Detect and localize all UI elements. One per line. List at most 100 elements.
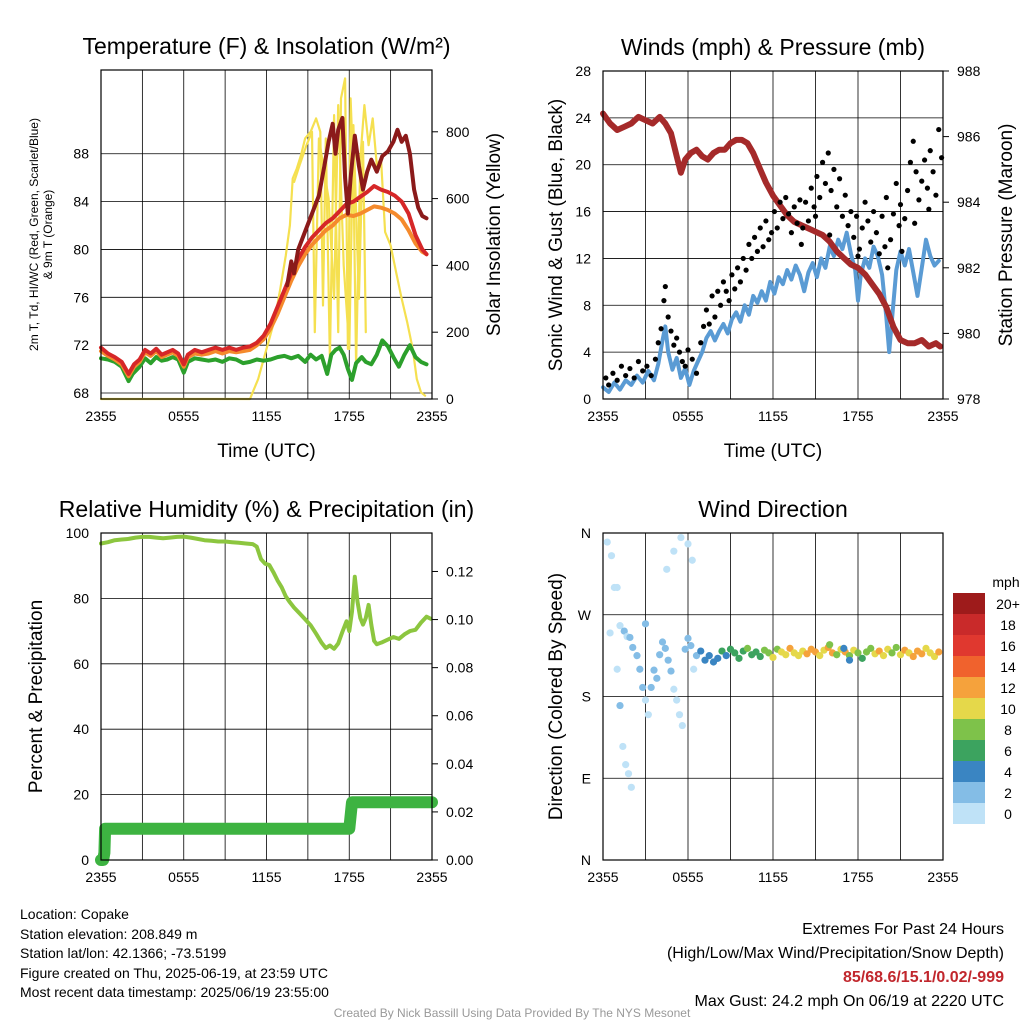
winds-gust-point	[802, 199, 809, 205]
wind-direction-point	[714, 654, 722, 662]
winds-ylabel: Sonic Wind & Gust (Blue, Black)	[546, 99, 567, 371]
winds-gust-point	[717, 302, 724, 308]
winds-gust-point	[882, 244, 888, 250]
winds-gust-point	[868, 239, 874, 245]
winds-gust-point	[732, 286, 738, 292]
winds-y2tick-label: 988	[957, 63, 981, 79]
speed-legend-label: 16	[1000, 638, 1016, 654]
recent-data-text: Most recent data timestamp: 2025/06/19 2…	[20, 984, 329, 1000]
wind-direction-point	[620, 627, 628, 635]
speed-legend-title: mph	[992, 574, 1019, 590]
winds-gust-point	[853, 213, 860, 219]
winds-gust-point	[734, 265, 741, 271]
winds-gust-point	[827, 232, 833, 238]
speed-legend-swatch	[953, 677, 985, 698]
wind-direction-point	[888, 649, 896, 657]
wind-direction-ytick-label: N	[581, 525, 591, 541]
temperature-ytick-label: 72	[73, 337, 89, 353]
winds-gust-point	[842, 192, 848, 198]
winds-ytick-label: 24	[575, 110, 591, 126]
speed-legend-swatch	[953, 656, 985, 677]
created-text: Figure created on Thu, 2025-06-19, at 23…	[20, 964, 328, 981]
winds-gust-point	[862, 199, 868, 205]
temperature-ytick-label: 84	[73, 194, 89, 210]
wind-direction-point	[794, 652, 803, 660]
winds-gust-point	[618, 363, 625, 369]
winds-series-line	[600, 110, 944, 350]
speed-legend	[953, 593, 985, 824]
winds-gust-point	[703, 307, 710, 313]
temperature-y2tick-label: 200	[446, 324, 470, 340]
winds-gust-point	[740, 255, 746, 262]
winds-title: Winds (mph) & Pressure (mb)	[621, 34, 925, 60]
wind-direction-point	[735, 654, 743, 662]
humidity-xtick-label: 0555	[168, 869, 199, 885]
winds-gust-point	[674, 335, 680, 341]
wind-direction-point	[627, 783, 635, 791]
wind-direction-point	[658, 638, 667, 646]
winds-gust-point	[780, 216, 786, 222]
winds-gust-point	[771, 208, 778, 215]
winds-gust-point	[831, 166, 837, 172]
humidity-ytick-label: 100	[66, 525, 90, 541]
speed-legend-swatch	[953, 614, 985, 635]
wind-direction-point	[765, 649, 773, 657]
wind-direction-point	[697, 647, 705, 655]
humidity-y2tick-label: 0.08	[446, 660, 473, 676]
humidity-xtick-label: 2355	[416, 869, 447, 885]
wind-direction-point	[782, 651, 790, 659]
wind-direction-point	[606, 629, 614, 637]
wind-direction-ytick-label: W	[578, 607, 592, 623]
winds-gust-point	[896, 223, 902, 229]
wind-direction-point	[641, 696, 650, 704]
winds-gust-point	[800, 225, 806, 231]
temperature-y2tick-label: 0	[446, 391, 454, 407]
winds-xlabel: Time (UTC)	[724, 441, 823, 462]
wind-direction-point	[647, 683, 655, 692]
winds-gust-point	[828, 187, 834, 194]
winds-gust-point	[791, 204, 797, 210]
humidity-ytick-label: 20	[73, 787, 89, 803]
temperature-y2tick-label: 400	[446, 257, 470, 273]
temperature-ylabel-line1: 2m T, Td, HI/WC (Red, Green, Scarlet/Blu…	[27, 118, 41, 351]
wind-direction-point	[756, 652, 764, 661]
temperature-series-line	[293, 104, 367, 350]
winds-gust-point	[798, 241, 804, 247]
temperature-series-line	[99, 338, 429, 384]
winds-gust-point	[873, 230, 880, 236]
winds-gust-point	[693, 370, 700, 376]
humidity-title: Relative Humidity (%) & Precipitation (i…	[59, 496, 474, 522]
humidity-ytick-label: 60	[73, 656, 89, 672]
wind-direction-point	[684, 540, 692, 548]
temperature-y2label: Solar Insolation (Yellow)	[484, 133, 505, 336]
winds-gust-point	[887, 237, 894, 243]
winds-gust-point	[726, 298, 732, 304]
winds-gust-point	[644, 363, 650, 369]
winds-gust-point	[794, 220, 800, 226]
wind-direction-point	[664, 656, 672, 664]
wind-direction-point	[858, 654, 866, 662]
wind-direction-point	[731, 649, 739, 657]
wind-direction-point	[656, 651, 664, 659]
temperature-ytick-label: 88	[73, 146, 89, 162]
winds-gust-point	[926, 206, 932, 212]
winds-gust-point	[685, 347, 691, 353]
extremes-legend: (High/Low/Max Wind/Precipitation/Snow De…	[666, 945, 1004, 962]
wind-direction-ylabel: Direction (Colored By Speed)	[546, 573, 567, 820]
winds-gust-point	[811, 204, 817, 210]
temperature-series-line	[99, 184, 429, 376]
humidity-frame	[100, 532, 433, 861]
winds-gust-point	[855, 253, 861, 259]
humidity-y2tick-label: 0.06	[446, 708, 473, 724]
winds-gust-point	[785, 211, 792, 217]
humidity-y2tick-label: 0.10	[446, 612, 473, 628]
winds-gust-point	[879, 213, 885, 219]
wind-direction-point	[718, 647, 726, 655]
wind-direction-point	[636, 665, 644, 673]
wind-direction-point	[684, 634, 692, 642]
wind-direction-point	[918, 650, 926, 658]
wind-direction-point	[840, 644, 848, 652]
winds-gust-point	[665, 314, 671, 320]
wind-direction-point	[678, 721, 686, 730]
winds-gust-point	[603, 375, 609, 381]
